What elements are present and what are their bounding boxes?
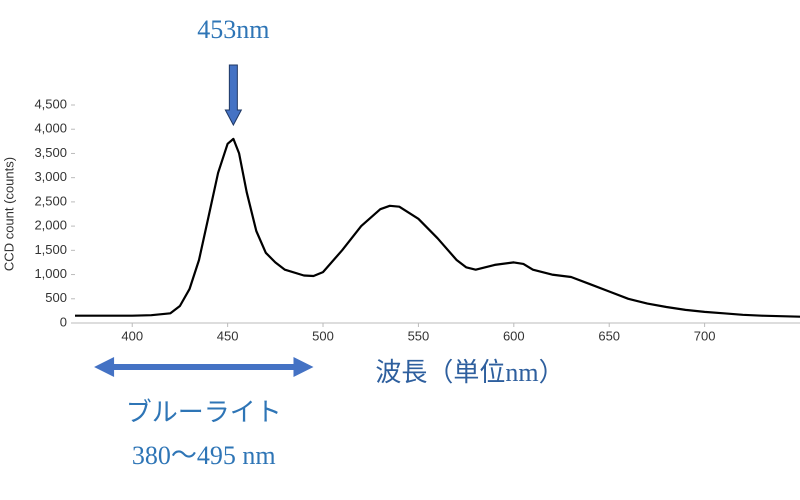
x-tick-label: 450 bbox=[217, 328, 239, 343]
x-axis-label: 波長（単位nm） bbox=[375, 358, 564, 387]
y-tick-label: 2,000 bbox=[34, 218, 67, 233]
x-tick-label: 550 bbox=[408, 328, 430, 343]
x-tick-label: 400 bbox=[121, 328, 143, 343]
y-axis-label: CCD count (counts) bbox=[1, 157, 16, 271]
range-label: ブルーライト bbox=[126, 398, 282, 427]
spectrum-line bbox=[75, 137, 800, 318]
y-tick-label: 3,000 bbox=[34, 169, 67, 184]
peak-arrow bbox=[224, 64, 243, 127]
y-tick-label: 0 bbox=[60, 314, 67, 329]
y-tick-label: 1,500 bbox=[34, 242, 67, 257]
y-tick-label: 4,000 bbox=[34, 121, 67, 136]
range-arrow bbox=[94, 357, 314, 377]
range-value: 380〜495 nm bbox=[132, 441, 276, 470]
y-tick-label: 1,000 bbox=[34, 266, 67, 281]
x-tick-label: 500 bbox=[312, 328, 334, 343]
y-tick-label: 2,500 bbox=[34, 193, 67, 208]
x-tick-label: 600 bbox=[503, 328, 525, 343]
x-tick-label: 700 bbox=[694, 328, 716, 343]
y-tick-label: 3,500 bbox=[34, 145, 67, 160]
peak-label: 453nm bbox=[197, 15, 269, 44]
y-tick-label: 4,500 bbox=[34, 96, 67, 111]
x-tick-label: 650 bbox=[598, 328, 620, 343]
y-tick-label: 500 bbox=[45, 290, 67, 305]
